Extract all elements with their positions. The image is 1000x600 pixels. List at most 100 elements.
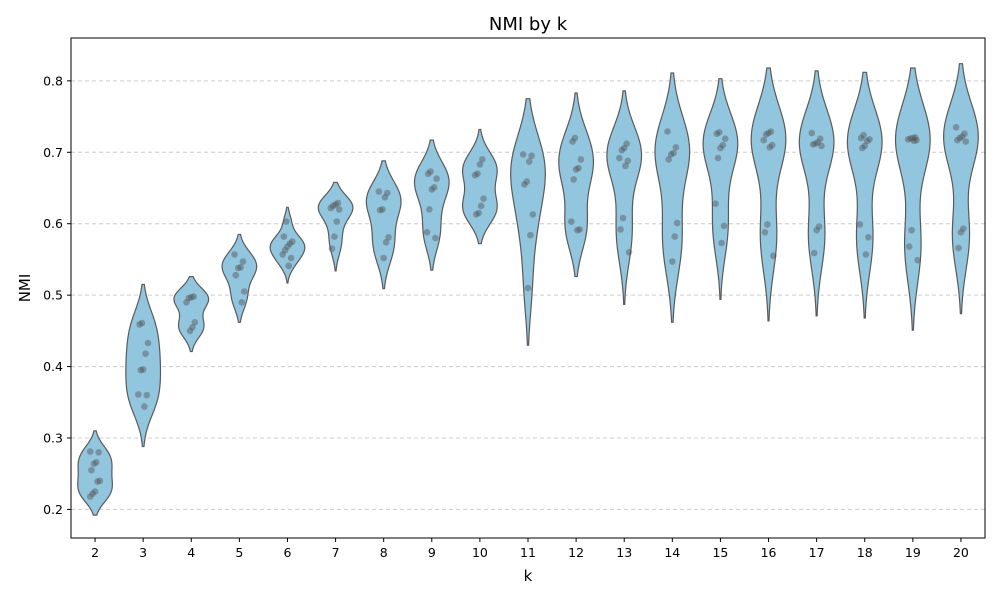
- x-tick-label: 7: [332, 545, 340, 560]
- violins: [77, 63, 979, 516]
- data-point: [624, 157, 632, 165]
- data-point: [471, 171, 479, 179]
- data-point: [813, 226, 820, 234]
- data-point: [810, 249, 818, 257]
- data-point: [570, 176, 577, 183]
- data-point: [863, 137, 871, 145]
- data-point: [332, 201, 339, 208]
- x-tick-label: 11: [520, 545, 536, 560]
- data-point: [527, 231, 534, 239]
- data-point: [622, 162, 629, 170]
- data-point: [575, 164, 582, 172]
- y-tick-label: 0.5: [43, 288, 63, 303]
- data-point: [281, 246, 289, 254]
- x-tick-label: 14: [664, 545, 680, 560]
- x-tick-label: 2: [91, 545, 99, 560]
- violin-k-20: [943, 63, 979, 315]
- x-tick-label: 6: [283, 545, 291, 560]
- data-point: [86, 448, 94, 455]
- data-point: [816, 135, 824, 143]
- data-point: [958, 133, 966, 140]
- x-tick-label: 3: [139, 545, 147, 560]
- data-point: [331, 233, 338, 240]
- data-point: [623, 140, 630, 148]
- data-point: [860, 131, 867, 139]
- data-point: [137, 366, 145, 374]
- data-point: [812, 140, 819, 148]
- data-point: [859, 144, 866, 152]
- data-point: [569, 138, 576, 145]
- data-point: [91, 488, 99, 495]
- data-point: [525, 158, 533, 165]
- data-point: [856, 221, 864, 228]
- data-point: [866, 136, 873, 143]
- violin-k-7: [317, 181, 354, 272]
- data-point: [86, 493, 94, 500]
- data-point: [956, 134, 964, 142]
- data-point: [89, 490, 96, 498]
- data-point: [669, 258, 676, 265]
- data-point: [191, 318, 199, 326]
- y-tick-label: 0.7: [43, 145, 63, 160]
- violin-k-18: [846, 71, 883, 319]
- data-point: [383, 189, 391, 197]
- data-point: [231, 251, 238, 258]
- violin-k-19: [894, 67, 931, 331]
- data-point: [94, 478, 101, 485]
- data-point: [767, 128, 775, 135]
- data-point: [528, 152, 535, 160]
- violin-k-3: [125, 283, 162, 448]
- data-point: [857, 134, 865, 142]
- data-point: [238, 298, 246, 306]
- data-point: [567, 218, 575, 225]
- violin-k-4: [173, 275, 210, 353]
- data-point: [861, 142, 869, 150]
- data-point: [718, 239, 725, 247]
- x-tick-label: 4: [187, 545, 195, 560]
- data-point: [908, 226, 915, 234]
- x-tick-label: 5: [235, 545, 243, 560]
- data-point: [285, 262, 292, 270]
- y-tick-label: 0.8: [43, 73, 63, 88]
- data-point: [720, 222, 728, 230]
- data-point: [432, 234, 439, 242]
- data-point: [382, 238, 390, 246]
- x-tick-label: 8: [380, 545, 388, 560]
- violin-k-2: [77, 430, 113, 516]
- data-point: [809, 141, 817, 148]
- y-tick-label: 0.3: [43, 431, 63, 446]
- data-point: [617, 226, 624, 233]
- data-point: [135, 391, 142, 398]
- data-point: [865, 233, 872, 241]
- data-point: [141, 403, 148, 410]
- data-point: [143, 391, 151, 399]
- data-point: [815, 223, 823, 230]
- data-point: [142, 350, 149, 358]
- x-tick-label: 20: [953, 545, 969, 560]
- data-point: [770, 252, 777, 260]
- data-point: [961, 130, 968, 138]
- data-point: [423, 228, 431, 236]
- data-point: [385, 233, 392, 241]
- violin-k-6: [269, 206, 306, 284]
- data-point: [618, 146, 626, 154]
- violin-k-11: [510, 98, 546, 346]
- data-point: [664, 128, 671, 135]
- data-point: [571, 134, 579, 142]
- data-point: [335, 206, 343, 213]
- data-point: [477, 202, 485, 210]
- x-tick-label: 13: [616, 545, 632, 560]
- data-point: [430, 183, 438, 191]
- data-point: [380, 254, 387, 262]
- data-point: [904, 136, 912, 143]
- data-point: [665, 156, 673, 163]
- data-point: [765, 129, 772, 137]
- data-point: [95, 448, 102, 456]
- data-point: [144, 339, 152, 347]
- data-point: [909, 134, 917, 142]
- data-point: [712, 200, 719, 208]
- violin-k-17: [798, 70, 835, 317]
- data-point: [185, 294, 193, 302]
- data-point: [814, 138, 822, 146]
- data-point: [620, 144, 628, 152]
